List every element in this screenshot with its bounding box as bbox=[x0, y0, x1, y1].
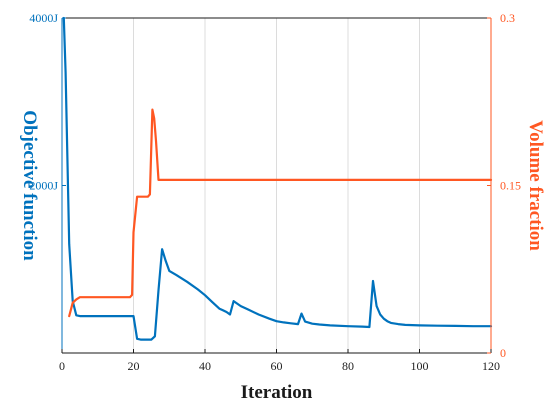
right-y-tick-label: 0 bbox=[500, 346, 506, 360]
x-tick-label: 60 bbox=[271, 359, 283, 373]
x-axis-title: Iteration bbox=[241, 382, 313, 403]
x-tick-label: 100 bbox=[411, 359, 429, 373]
x-tick-label: 80 bbox=[342, 359, 354, 373]
left-y-tick-label: 4000J bbox=[29, 11, 58, 25]
x-tick-label: 0 bbox=[59, 359, 65, 373]
objective-function-line bbox=[62, 16, 493, 341]
grid-layer bbox=[133, 18, 420, 353]
volume-fraction-line bbox=[68, 108, 493, 318]
series-layer bbox=[62, 16, 493, 341]
left-y-axis-title: Objective function bbox=[19, 110, 40, 261]
right-y-tick-label: 0.3 bbox=[500, 11, 515, 25]
ticks-layer: 0 20 40 60 80 100 120 2000J 4000J 0 0.15 0.3 bbox=[29, 11, 521, 373]
right-y-axis-title: Volume fraction bbox=[525, 120, 546, 251]
x-tick-label: 20 bbox=[128, 359, 140, 373]
x-tick-label: 120 bbox=[482, 359, 500, 373]
left-y-tick-label: 2000J bbox=[29, 179, 58, 193]
x-tick-label: 40 bbox=[199, 359, 211, 373]
right-y-tick-label: 0.15 bbox=[500, 179, 521, 193]
